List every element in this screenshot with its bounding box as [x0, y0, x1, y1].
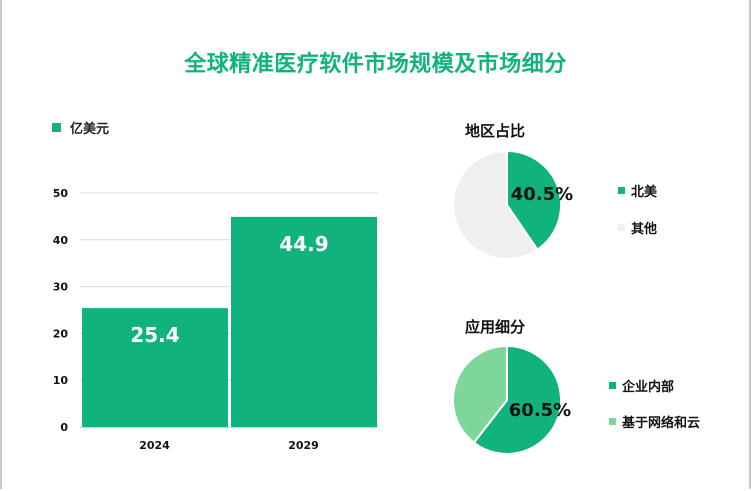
bar-2029 — [231, 216, 377, 427]
legend-item-enterprise: 企业内部 — [609, 376, 674, 395]
x-tick-label: 2024 — [139, 439, 170, 452]
pie-slice-1 — [452, 149, 539, 260]
pie-slice-0 — [506, 149, 562, 252]
y-tick-label: 30 — [53, 281, 69, 294]
y-tick-label: 50 — [53, 187, 69, 200]
legend-swatch — [618, 187, 625, 194]
y-tick-label: 40 — [53, 234, 69, 247]
legend-swatch — [609, 418, 616, 425]
pie-slice-1 — [452, 344, 508, 445]
legend-item-other: 其他 — [618, 218, 657, 237]
bar-2024 — [82, 308, 228, 427]
pie-data-label: 40.5% — [511, 184, 573, 205]
page-title: 全球精准医疗软件市场规模及市场细分 — [184, 52, 567, 77]
bar-value-label: 25.4 — [130, 323, 179, 347]
legend-item-web-cloud: 基于网络和云 — [609, 412, 700, 431]
legend-label: 企业内部 — [622, 380, 675, 395]
pie-region-title: 地区占比 — [465, 122, 526, 140]
x-tick-label: 2029 — [288, 439, 319, 452]
pie-slice-0 — [472, 344, 562, 455]
legend-label: 北美 — [631, 185, 658, 200]
legend-item-north-america: 北美 — [618, 181, 657, 200]
legend-swatch — [52, 123, 61, 132]
pie-data-label: 60.5% — [509, 400, 571, 421]
bar-legend: 亿美元 — [52, 118, 109, 137]
legend-unit-label: 亿美元 — [70, 122, 110, 137]
legend-swatch — [609, 382, 616, 389]
legend-swatch — [618, 224, 625, 231]
legend-label: 其他 — [631, 222, 658, 237]
y-tick-label: 20 — [53, 327, 69, 340]
y-tick-label: 0 — [60, 421, 68, 434]
pie-application-title: 应用细分 — [465, 318, 526, 336]
y-tick-label: 10 — [53, 374, 69, 387]
bar-value-label: 44.9 — [279, 232, 328, 256]
legend-label: 基于网络和云 — [622, 416, 701, 431]
